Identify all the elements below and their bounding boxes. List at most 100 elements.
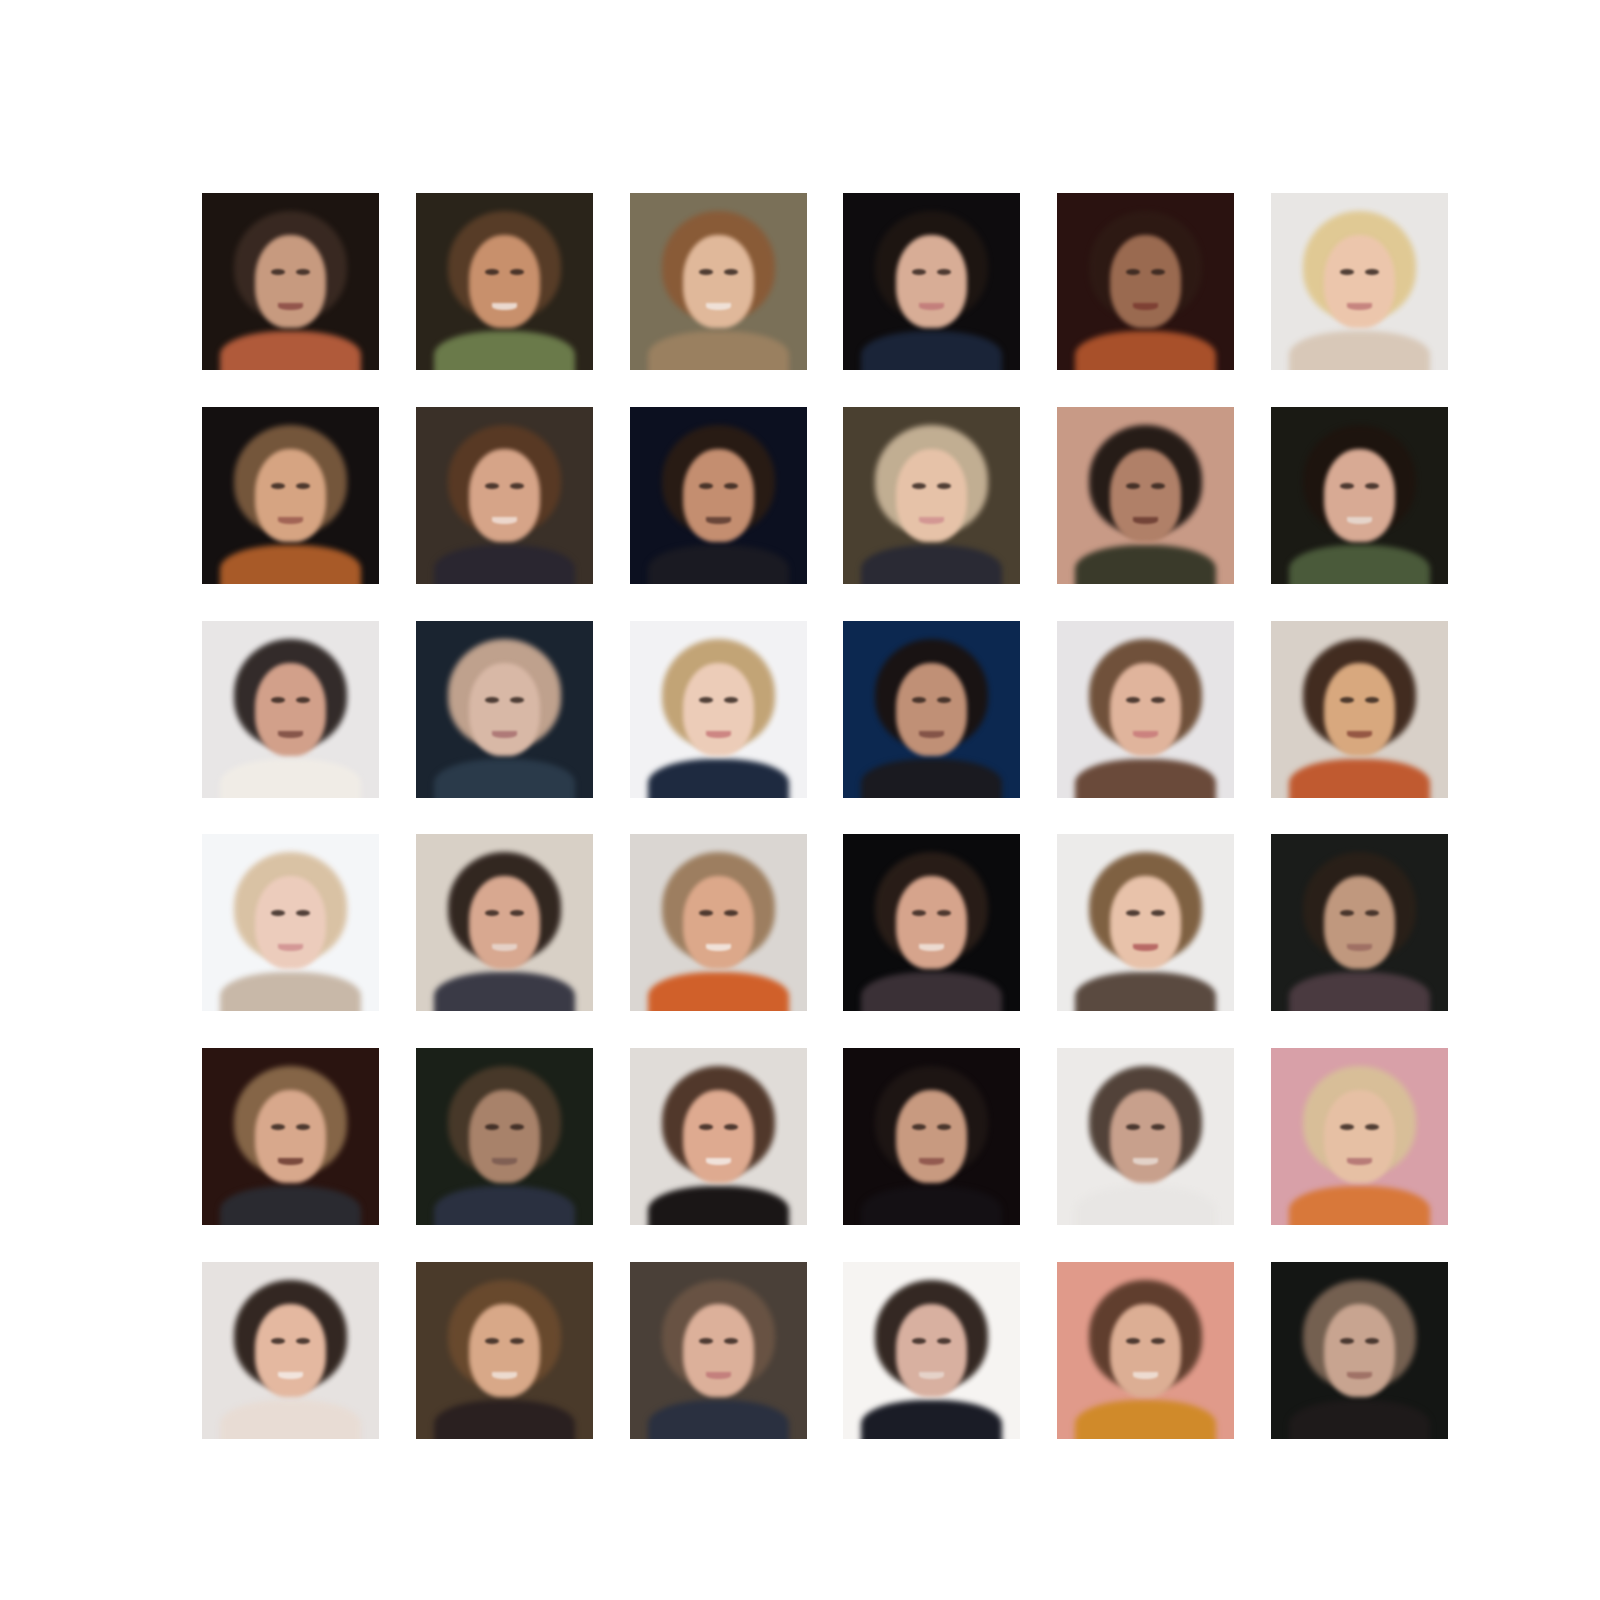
sample-body (860, 759, 1003, 798)
sample-body (219, 759, 362, 798)
sample-left-eye (1126, 697, 1141, 704)
face-sample-r6-c4 (843, 1262, 1020, 1439)
sample-mouth (1347, 302, 1372, 310)
face-sample-r2-c5 (1057, 407, 1234, 584)
sample-left-eye (271, 910, 286, 917)
sample-right-eye (723, 697, 738, 704)
sample-left-eye (485, 1338, 500, 1345)
sample-mouth (278, 1157, 303, 1165)
face-sample-r2-c4 (843, 407, 1020, 584)
sample-right-eye (1150, 1338, 1165, 1345)
sample-right-eye (509, 910, 524, 917)
sample-face (469, 876, 540, 969)
sample-body (219, 545, 362, 584)
sample-body (1074, 972, 1217, 1011)
sample-right-eye (936, 1124, 951, 1131)
sample-left-eye (485, 1124, 500, 1131)
sample-mouth (1133, 730, 1158, 738)
sample-body (433, 331, 576, 370)
face-sample-r5-c3 (630, 1048, 807, 1225)
sample-mouth (1347, 1371, 1372, 1379)
sample-right-eye (295, 697, 310, 704)
sample-right-eye (1364, 910, 1379, 917)
sample-mouth (492, 516, 517, 524)
face-sample-r4-c3 (630, 834, 807, 1011)
sample-mouth (706, 943, 731, 951)
face-sample-r3-c4 (843, 621, 1020, 798)
face-sample-r5-c5 (1057, 1048, 1234, 1225)
sample-face (469, 235, 540, 328)
sample-face (896, 1304, 967, 1397)
sample-left-eye (699, 1338, 714, 1345)
sample-body (1074, 1400, 1217, 1439)
sample-mouth (278, 1371, 303, 1379)
sample-face (683, 1304, 754, 1397)
sample-right-eye (723, 483, 738, 490)
sample-right-eye (1364, 483, 1379, 490)
face-sample-r6-c6 (1271, 1262, 1448, 1439)
face-sample-r3-c2 (416, 621, 593, 798)
sample-body (1074, 759, 1217, 798)
face-sample-r1-c5 (1057, 193, 1234, 370)
sample-face (1110, 449, 1181, 542)
sample-body (860, 545, 1003, 584)
sample-mouth (919, 516, 944, 524)
sample-left-eye (1126, 1124, 1141, 1131)
sample-right-eye (1150, 1124, 1165, 1131)
sample-body (219, 1186, 362, 1225)
sample-right-eye (1364, 697, 1379, 704)
sample-mouth (919, 943, 944, 951)
sample-left-eye (271, 697, 286, 704)
sample-mouth (1133, 516, 1158, 524)
face-sample-r4-c6 (1271, 834, 1448, 1011)
sample-face (1110, 663, 1181, 756)
sample-left-eye (912, 269, 927, 276)
face-sample-r2-c6 (1271, 407, 1448, 584)
sample-body (433, 972, 576, 1011)
face-sample-r1-c4 (843, 193, 1020, 370)
sample-right-eye (723, 1124, 738, 1131)
sample-mouth (278, 943, 303, 951)
face-sample-r5-c6 (1271, 1048, 1448, 1225)
sample-body (219, 331, 362, 370)
face-sample-r1-c2 (416, 193, 593, 370)
sample-body (1074, 331, 1217, 370)
sample-right-eye (509, 1338, 524, 1345)
sample-body (860, 1400, 1003, 1439)
face-sample-r4-c4 (843, 834, 1020, 1011)
face-sample-r1-c6 (1271, 193, 1448, 370)
sample-face (1110, 235, 1181, 328)
sample-face (1324, 1090, 1395, 1183)
sample-body (433, 545, 576, 584)
face-sample-r3-c1 (202, 621, 379, 798)
sample-right-eye (936, 483, 951, 490)
sample-mouth (1133, 302, 1158, 310)
sample-face (255, 1304, 326, 1397)
sample-face (1324, 663, 1395, 756)
sample-right-eye (1150, 697, 1165, 704)
sample-right-eye (509, 483, 524, 490)
sample-face (683, 876, 754, 969)
sample-right-eye (1364, 269, 1379, 276)
image-sample-grid (202, 193, 1448, 1439)
sample-right-eye (1150, 910, 1165, 917)
sample-body (860, 972, 1003, 1011)
sample-right-eye (295, 1338, 310, 1345)
sample-face (896, 235, 967, 328)
sample-left-eye (271, 1338, 286, 1345)
sample-face (255, 1090, 326, 1183)
sample-body (1288, 1400, 1431, 1439)
sample-body (1288, 972, 1431, 1011)
sample-mouth (706, 1157, 731, 1165)
sample-body (433, 1186, 576, 1225)
sample-mouth (919, 730, 944, 738)
sample-left-eye (912, 1124, 927, 1131)
sample-mouth (278, 302, 303, 310)
sample-mouth (492, 302, 517, 310)
sample-mouth (278, 516, 303, 524)
sample-body (647, 1400, 790, 1439)
sample-mouth (492, 1371, 517, 1379)
sample-mouth (1347, 516, 1372, 524)
sample-face (1110, 1090, 1181, 1183)
sample-right-eye (509, 269, 524, 276)
